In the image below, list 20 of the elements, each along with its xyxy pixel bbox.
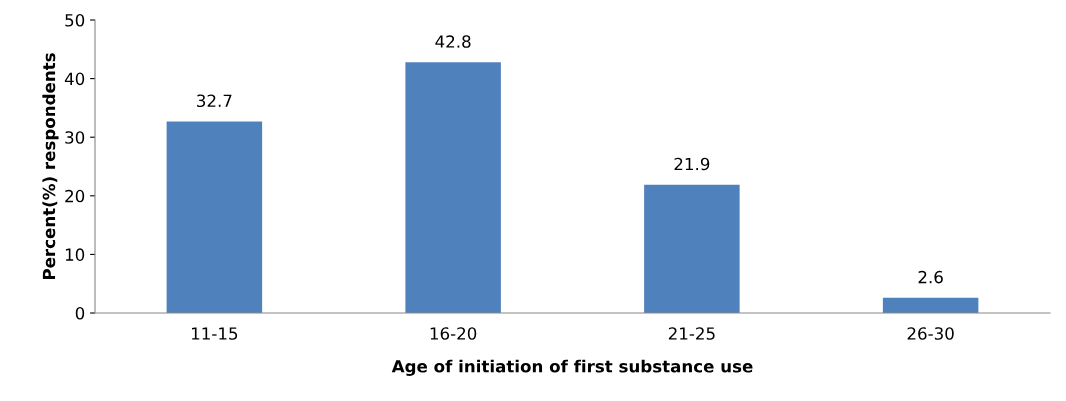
x-axis-title: Age of initiation of first substance use bbox=[391, 359, 753, 376]
bar bbox=[166, 121, 263, 313]
data-label: 21.9 bbox=[674, 157, 710, 171]
data-label: 42.8 bbox=[435, 35, 471, 48]
data-label: 32.7 bbox=[197, 94, 232, 108]
x-tick-label: 11-15 bbox=[191, 327, 238, 340]
y-axis-title: Percent(%) respondents bbox=[42, 53, 59, 280]
y-tick-label: 50 bbox=[65, 13, 85, 27]
y-tick-label: 30 bbox=[65, 131, 85, 144]
y-tick-label: 40 bbox=[64, 72, 85, 86]
x-tick-label: 16-20 bbox=[430, 327, 477, 340]
x-tick-label: 26-30 bbox=[907, 327, 954, 340]
y-tick-label: 10 bbox=[65, 248, 85, 261]
y-tick-label: 20 bbox=[65, 189, 85, 203]
y-tick-label: 0 bbox=[75, 306, 85, 320]
bar bbox=[644, 184, 740, 313]
x-tick-label: 21-25 bbox=[668, 327, 715, 340]
bar bbox=[882, 297, 979, 313]
data-label: 2.6 bbox=[918, 270, 943, 284]
bar bbox=[405, 62, 501, 313]
